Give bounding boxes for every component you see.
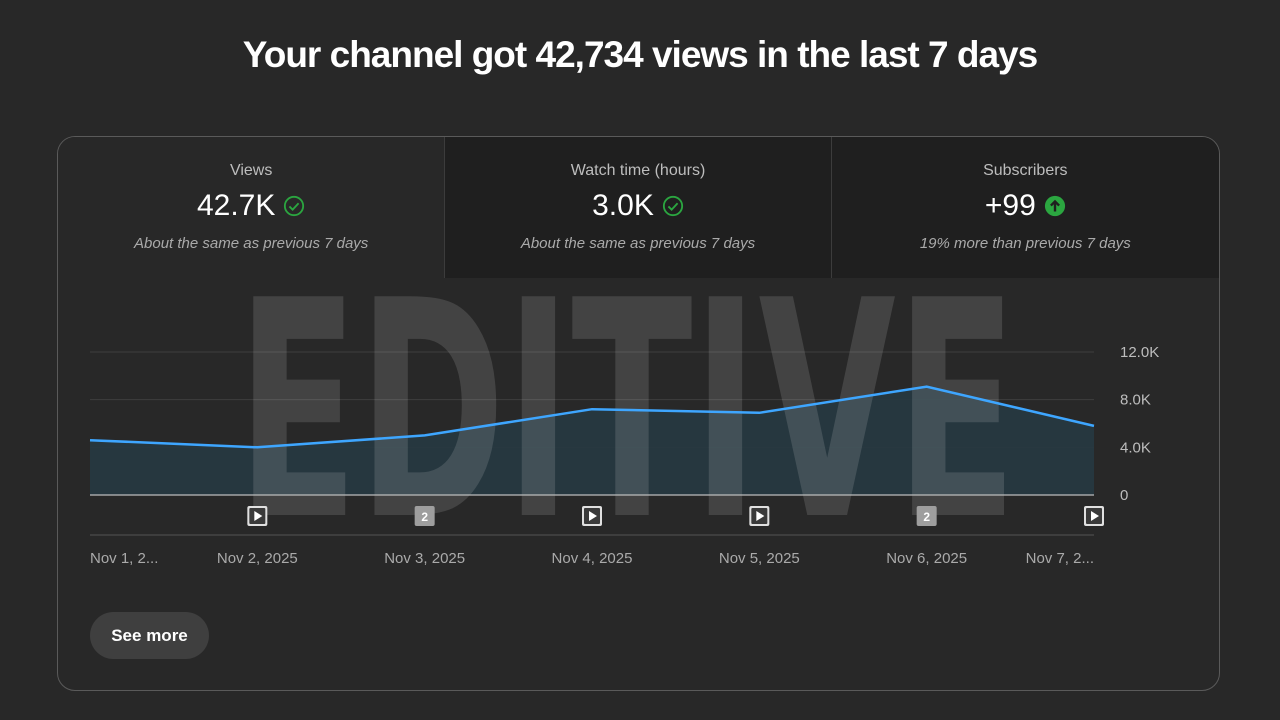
tab-views[interactable]: Views 42.7K About the same as previous 7… <box>58 137 446 278</box>
x-tick-label: Nov 7, 2... <box>1026 550 1094 567</box>
data-point <box>254 444 260 450</box>
y-tick-label: 0 <box>1120 487 1128 504</box>
x-tick-label: Nov 4, 2025 <box>552 550 633 567</box>
arrow-up-circle-icon <box>1044 195 1065 217</box>
metric-value: 42.7K <box>196 189 276 222</box>
video-marker-play[interactable] <box>749 506 770 526</box>
metric-title: Subscribers <box>983 162 1068 179</box>
metric-title: Views <box>229 162 273 179</box>
play-icon <box>756 511 765 521</box>
marker-count-label: 2 <box>421 510 428 524</box>
video-marker-count[interactable]: 2 <box>916 506 937 526</box>
video-marker-count[interactable]: 2 <box>414 506 435 526</box>
y-tick-label: 12.0K <box>1120 344 1159 361</box>
play-icon <box>589 511 597 521</box>
data-point <box>87 437 93 443</box>
x-tick-label: Nov 6, 2025 <box>886 550 967 567</box>
metric-note: About the same as previous 7 days <box>134 235 369 252</box>
check-circle-icon <box>284 195 305 217</box>
tab-watch-time[interactable]: Watch time (hours) 3.0K About the same a… <box>445 137 832 278</box>
data-point <box>756 410 762 416</box>
play-icon <box>1091 511 1099 521</box>
metric-note: About the same as previous 7 days <box>520 235 756 252</box>
metric-note: 19% more than previous 7 days <box>919 235 1131 252</box>
check-circle-icon <box>662 195 683 217</box>
x-tick-label: Nov 2, 2025 <box>217 550 298 567</box>
tab-subscribers[interactable]: Subscribers +99 19% more than previous 7… <box>831 137 1219 278</box>
x-tick-label: Nov 3, 2025 <box>384 550 465 567</box>
y-tick-label: 8.0K <box>1120 392 1151 409</box>
video-marker-play[interactable] <box>1084 506 1104 526</box>
data-point <box>924 384 930 390</box>
y-tick-label: 4.0K <box>1120 439 1151 456</box>
metric-value: 3.0K <box>592 189 654 222</box>
data-point <box>1091 423 1097 429</box>
data-point <box>589 406 595 412</box>
chart-line-views <box>89 385 1095 449</box>
watermark: EDITIVE <box>237 237 1017 586</box>
metric-tabs: Views 42.7K About the same as previous 7… <box>58 137 1219 278</box>
x-tick-label: Nov 5, 2025 <box>719 550 800 567</box>
x-tick-label: Nov 1, 2... <box>90 550 158 567</box>
video-marker-play[interactable] <box>582 506 602 526</box>
metric-title: Watch time (hours) <box>570 162 706 179</box>
marker-count-label: 2 <box>923 510 930 524</box>
page-headline: Your channel got 42,734 views in the las… <box>242 34 1038 75</box>
metric-value: +99 <box>984 189 1036 222</box>
chart-area-fill <box>90 386 1094 495</box>
see-more-button[interactable]: See more <box>90 612 209 659</box>
play-icon <box>254 511 263 521</box>
data-point <box>422 432 428 438</box>
video-marker-play[interactable] <box>247 506 268 526</box>
